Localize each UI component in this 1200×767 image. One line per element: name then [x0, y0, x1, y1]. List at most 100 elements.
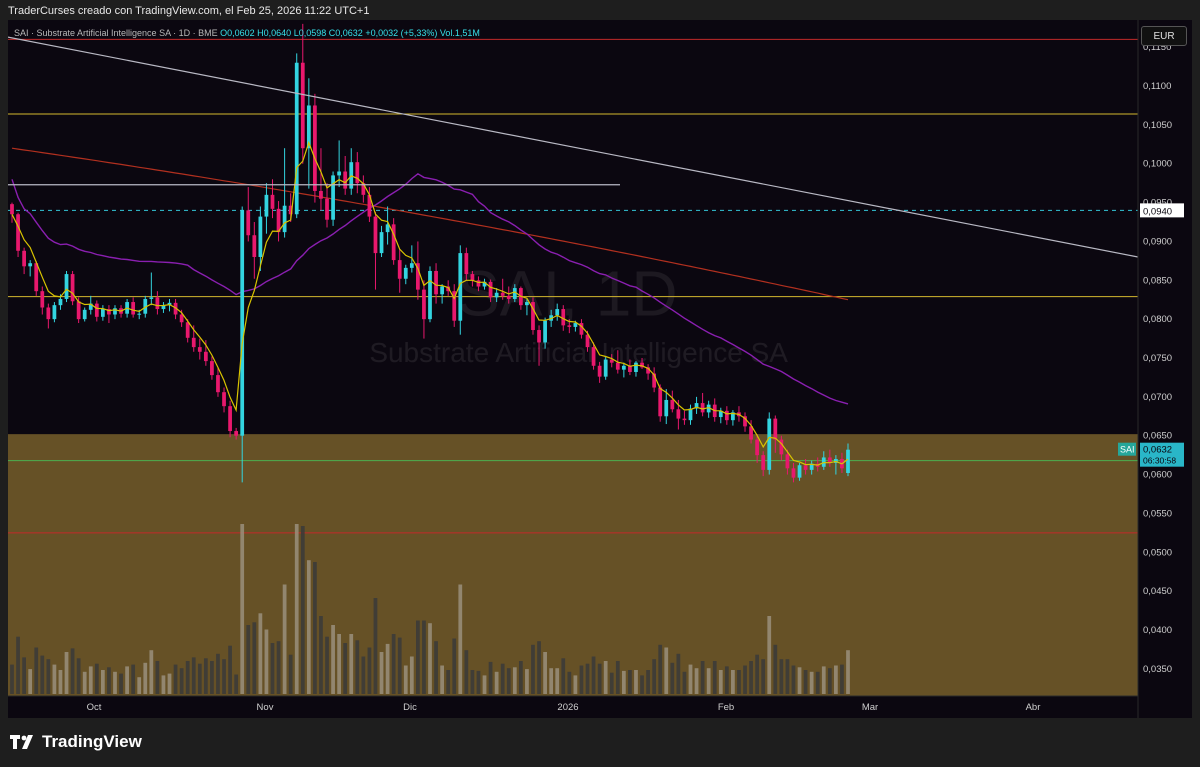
candle-body[interactable]	[779, 439, 784, 455]
candle-body[interactable]	[34, 263, 39, 292]
candle-body[interactable]	[664, 399, 669, 417]
candle-body[interactable]	[579, 323, 584, 335]
candle-body[interactable]	[615, 362, 620, 370]
candle-body[interactable]	[107, 309, 111, 315]
candle-body[interactable]	[603, 359, 608, 377]
candle-body[interactable]	[252, 235, 257, 257]
candle-body[interactable]	[628, 365, 632, 372]
candle-body[interactable]	[773, 418, 778, 440]
candle-body[interactable]	[561, 309, 566, 326]
candle-body[interactable]	[331, 175, 335, 220]
candle-body[interactable]	[434, 270, 438, 295]
candle-body[interactable]	[343, 171, 348, 189]
candle-body[interactable]	[222, 392, 226, 407]
candle-body[interactable]	[458, 253, 463, 321]
candle-body[interactable]	[543, 320, 547, 343]
candle-body[interactable]	[294, 62, 299, 215]
candle-body[interactable]	[470, 274, 475, 281]
candle-body[interactable]	[203, 351, 208, 362]
candle-body[interactable]	[240, 210, 245, 436]
candle-body[interactable]	[46, 307, 51, 320]
candlestick-chart[interactable]: SAI, 1D Substrate Artificial Intelligence…	[8, 20, 1192, 718]
candle-body[interactable]	[531, 302, 535, 331]
candle-body[interactable]	[228, 406, 232, 432]
candle-body[interactable]	[597, 365, 602, 377]
candle-body[interactable]	[282, 205, 287, 233]
candle-body[interactable]	[827, 457, 832, 463]
candle-body[interactable]	[191, 337, 196, 348]
candle-body[interactable]	[10, 204, 14, 215]
candle-body[interactable]	[28, 263, 33, 267]
candle-body[interactable]	[143, 298, 148, 314]
candle-body[interactable]	[640, 362, 644, 368]
candle-body[interactable]	[391, 224, 396, 261]
candle-body[interactable]	[658, 387, 663, 417]
candle-body[interactable]	[185, 322, 190, 338]
candle-body[interactable]	[755, 439, 760, 456]
candle-body[interactable]	[306, 105, 311, 149]
candle-body[interactable]	[706, 404, 711, 413]
candle-body[interactable]	[313, 105, 317, 191]
candle-body[interactable]	[634, 362, 638, 372]
candle-body[interactable]	[100, 309, 105, 317]
candle-body[interactable]	[809, 463, 814, 470]
candle-body[interactable]	[22, 250, 26, 267]
candle-body[interactable]	[155, 297, 160, 310]
candle-body[interactable]	[58, 298, 63, 306]
candle-body[interactable]	[210, 361, 214, 376]
candle-body[interactable]	[718, 410, 723, 418]
candle-body[interactable]	[88, 303, 93, 310]
candle-body[interactable]	[300, 62, 305, 149]
candle-body[interactable]	[264, 194, 269, 217]
candle-body[interactable]	[379, 232, 384, 254]
candle-body[interactable]	[428, 270, 432, 320]
candle-body[interactable]	[385, 224, 390, 233]
candle-body[interactable]	[488, 281, 493, 298]
candle-body[interactable]	[409, 263, 414, 268]
candle-body[interactable]	[688, 408, 693, 421]
candle-body[interactable]	[585, 334, 590, 348]
candle-body[interactable]	[355, 162, 360, 184]
candle-body[interactable]	[797, 465, 802, 478]
candle-body[interactable]	[422, 289, 426, 320]
candle-body[interactable]	[652, 373, 657, 388]
candle-body[interactable]	[197, 347, 202, 352]
candle-body[interactable]	[846, 449, 850, 473]
candle-body[interactable]	[767, 418, 772, 470]
candle-body[interactable]	[403, 267, 408, 279]
candle-body[interactable]	[791, 468, 796, 478]
candle-body[interactable]	[361, 183, 366, 195]
candle-body[interactable]	[506, 295, 511, 299]
candle-body[interactable]	[731, 412, 735, 421]
candle-body[interactable]	[621, 365, 626, 370]
candle-body[interactable]	[216, 375, 220, 393]
candle-body[interactable]	[682, 418, 687, 421]
candle-body[interactable]	[131, 302, 136, 315]
candle-body[interactable]	[724, 410, 729, 421]
candle-body[interactable]	[76, 301, 81, 320]
candle-body[interactable]	[512, 288, 517, 299]
currency-selector[interactable]: EUR	[1141, 26, 1187, 46]
candle-body[interactable]	[397, 260, 402, 279]
candle-body[interactable]	[785, 454, 790, 469]
candle-body[interactable]	[803, 465, 808, 470]
candle-body[interactable]	[676, 409, 681, 419]
candle-body[interactable]	[646, 367, 650, 374]
candle-body[interactable]	[476, 280, 481, 287]
candle-body[interactable]	[319, 190, 323, 199]
candle-body[interactable]	[246, 210, 251, 236]
candle-body[interactable]	[149, 297, 154, 299]
candle-body[interactable]	[555, 309, 560, 316]
candle-body[interactable]	[537, 330, 541, 343]
candle-body[interactable]	[337, 171, 342, 176]
candle-body[interactable]	[258, 216, 263, 257]
candle-body[interactable]	[82, 309, 87, 320]
candle-body[interactable]	[373, 216, 378, 254]
candle-body[interactable]	[94, 303, 99, 317]
candle-body[interactable]	[567, 325, 572, 327]
candle-body[interactable]	[525, 302, 529, 306]
candle-body[interactable]	[276, 208, 281, 233]
candle-body[interactable]	[416, 263, 420, 290]
candle-body[interactable]	[743, 416, 747, 427]
candle-body[interactable]	[137, 313, 142, 315]
